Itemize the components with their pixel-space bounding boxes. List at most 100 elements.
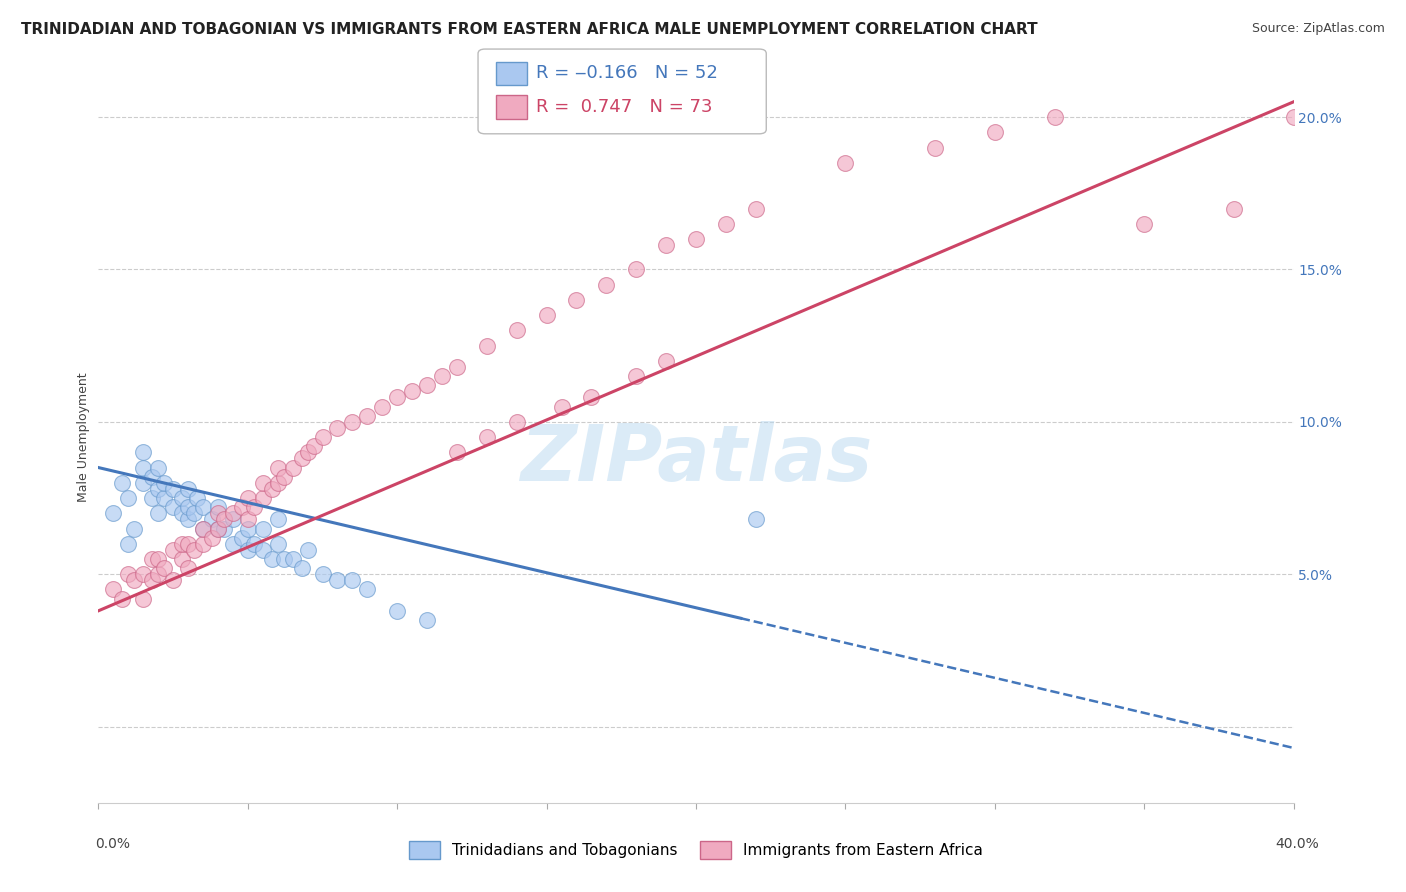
Point (430, 369, 453, 384)
Point (342, 415, 364, 429)
Point (550, 400, 572, 414)
Point (162, 500, 184, 515)
Text: 0.0%: 0.0% (96, 837, 131, 851)
Point (297, 542, 319, 557)
Point (191, 521, 214, 535)
Point (281, 460, 304, 475)
Point (267, 537, 290, 551)
Point (745, 512, 768, 526)
Point (311, 430, 333, 444)
Point (267, 475, 290, 490)
Point (626, 369, 648, 384)
Point (222, 512, 245, 526)
Point (1043, 110, 1066, 124)
Point (148, 482, 170, 496)
Point (117, 567, 139, 582)
Point (132, 445, 155, 459)
Point (342, 574, 364, 588)
Point (191, 500, 214, 515)
Point (207, 500, 229, 515)
Point (172, 537, 194, 551)
Point (172, 506, 194, 520)
Point (141, 574, 163, 588)
Point (506, 323, 529, 337)
Point (141, 491, 163, 505)
Point (924, 140, 946, 154)
Point (183, 506, 205, 520)
Point (236, 521, 259, 535)
Point (222, 537, 245, 551)
Point (117, 491, 139, 505)
Point (111, 475, 134, 490)
Point (595, 277, 617, 292)
Y-axis label: Male Unemployment: Male Unemployment (77, 372, 90, 502)
Text: ZIPatlas: ZIPatlas (520, 421, 872, 497)
Point (273, 552, 295, 566)
Point (148, 506, 170, 520)
Point (148, 567, 170, 582)
Point (302, 439, 325, 453)
Point (207, 506, 229, 520)
Point (183, 542, 205, 557)
Point (281, 552, 304, 566)
Point (401, 384, 423, 399)
Point (132, 460, 155, 475)
Point (236, 491, 259, 505)
Point (186, 491, 208, 505)
Point (132, 591, 155, 606)
Point (231, 500, 253, 515)
Point (1133, 217, 1156, 231)
Point (626, 262, 648, 277)
Point (385, 391, 409, 405)
Point (177, 512, 200, 526)
Point (581, 391, 603, 405)
Point (231, 531, 253, 545)
Point (191, 521, 214, 535)
Point (834, 155, 856, 169)
Point (132, 567, 155, 582)
Point (212, 512, 235, 526)
Point (153, 561, 176, 575)
Point (446, 445, 468, 459)
Point (267, 512, 290, 526)
Point (446, 359, 468, 374)
Point (207, 521, 229, 535)
Point (212, 521, 235, 535)
Point (103, 582, 125, 597)
Text: R =  0.747   N = 73: R = 0.747 N = 73 (536, 98, 713, 116)
Point (267, 460, 290, 475)
Point (291, 561, 314, 575)
Point (685, 232, 707, 246)
Point (141, 469, 163, 483)
Point (1282, 110, 1305, 124)
Point (148, 460, 170, 475)
Point (252, 475, 274, 490)
Point (172, 491, 194, 505)
Point (416, 378, 439, 392)
Point (536, 308, 558, 322)
Point (153, 491, 176, 505)
Point (111, 591, 134, 606)
Point (475, 430, 498, 444)
Point (252, 521, 274, 535)
Text: 40.0%: 40.0% (1275, 837, 1319, 851)
Point (475, 338, 498, 352)
Point (356, 409, 378, 423)
Text: R = ‒0.166   N = 52: R = ‒0.166 N = 52 (536, 64, 717, 82)
Point (177, 561, 200, 575)
Point (191, 537, 214, 551)
Point (506, 415, 529, 429)
Point (177, 482, 200, 496)
Point (714, 217, 737, 231)
Point (132, 475, 155, 490)
Point (273, 469, 295, 483)
Point (207, 521, 229, 535)
Point (326, 421, 349, 435)
Point (243, 500, 266, 515)
Point (117, 537, 139, 551)
Point (177, 500, 200, 515)
Point (162, 542, 184, 557)
Point (124, 521, 146, 535)
Point (103, 506, 125, 520)
Point (326, 574, 349, 588)
